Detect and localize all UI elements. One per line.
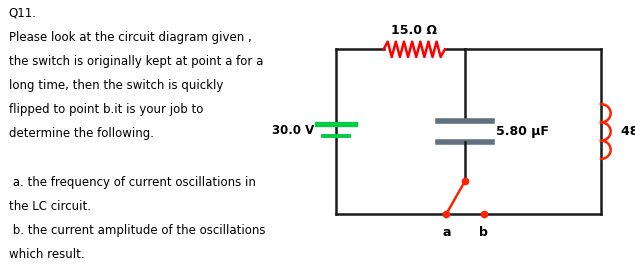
Text: flipped to point b.it is your job to: flipped to point b.it is your job to [9,103,203,116]
Text: 30.0 V: 30.0 V [272,124,314,137]
Text: which result.: which result. [9,248,84,261]
Text: the LC circuit.: the LC circuit. [9,200,91,213]
Text: 48.0 mH: 48.0 mH [622,125,635,138]
Text: 5.80 μF: 5.80 μF [497,125,549,138]
Text: b: b [479,226,488,239]
Text: a: a [442,226,451,239]
Text: determine the following.: determine the following. [9,127,154,140]
Text: a. the frequency of current oscillations in: a. the frequency of current oscillations… [9,176,256,189]
Text: the switch is originally kept at point a for a: the switch is originally kept at point a… [9,55,264,68]
Text: Please look at the circuit diagram given ,: Please look at the circuit diagram given… [9,31,251,44]
Text: long time, then the switch is quickly: long time, then the switch is quickly [9,79,224,92]
Text: b. the current amplitude of the oscillations: b. the current amplitude of the oscillat… [9,224,265,237]
Text: 15.0 Ω: 15.0 Ω [391,24,437,37]
Text: Q11.: Q11. [9,7,37,20]
